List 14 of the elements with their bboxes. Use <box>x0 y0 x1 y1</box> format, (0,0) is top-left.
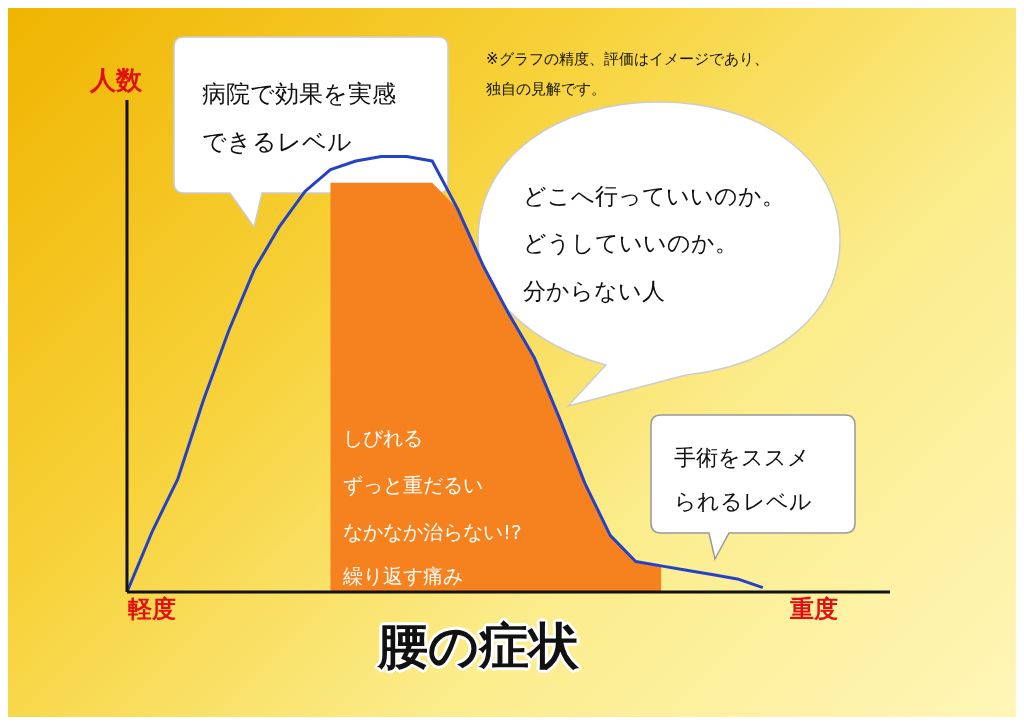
annotation: 分からない人 <box>523 278 665 306</box>
annotation: どうしていいのか。 <box>523 230 738 258</box>
annotation: ずっと重だるい <box>343 473 483 497</box>
x-tick-label: 重度 <box>788 595 838 624</box>
annotation: 繰り返す痛み <box>343 564 463 588</box>
annotation: 手術をススメられるレベル <box>674 444 813 516</box>
annotation: どこへ行っていいのか。 <box>523 183 785 211</box>
y-axis-title: 人数 <box>90 64 142 97</box>
annotation: なかなか治らない!? <box>343 520 522 544</box>
text: 病院で効果を実感できるレベル <box>202 79 397 158</box>
x-tick-label: 軽度 <box>127 595 177 624</box>
text: ※グラフの精度、評価はイメージであり、独自の見解です。 <box>486 49 770 100</box>
annotation: しびれる <box>343 426 423 450</box>
x-axis-title: 腰の症状 <box>378 616 579 677</box>
